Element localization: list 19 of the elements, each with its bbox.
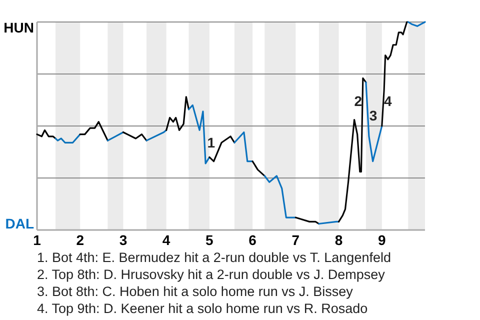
annotation: 2 <box>354 92 362 109</box>
x-tick-label: 7 <box>292 232 300 248</box>
x-tick-label: 3 <box>119 232 128 248</box>
text: 3. Bot 8th: C. Hoben hit a solo home run vs J. Bissey <box>37 284 354 299</box>
x-tick-label: 1 <box>33 232 42 248</box>
x-tick-label: 5 <box>206 232 214 248</box>
text: HUN <box>4 20 34 36</box>
text: DAL <box>5 216 34 232</box>
annotation: 1 <box>207 134 216 151</box>
x-tick-label: 6 <box>248 232 257 248</box>
annotation: 4 <box>384 92 392 109</box>
x-tick-label: 8 <box>334 232 343 248</box>
text: 1. Bot 4th: E. Bermudez hit a 2-run double vs T. Langenfeld <box>37 250 391 265</box>
annotation: 3 <box>369 108 378 124</box>
x-tick-label: 2 <box>76 232 84 248</box>
text: 2. Top 8th: D. Hrusovsky hit a 2-run double vs J. Dempsey <box>37 267 386 282</box>
text: 4. Top 9th: D. Keener hit a solo home run vs R. Rosado <box>37 301 368 316</box>
x-tick-label: 9 <box>378 232 386 248</box>
x-tick-label: 4 <box>162 232 170 248</box>
